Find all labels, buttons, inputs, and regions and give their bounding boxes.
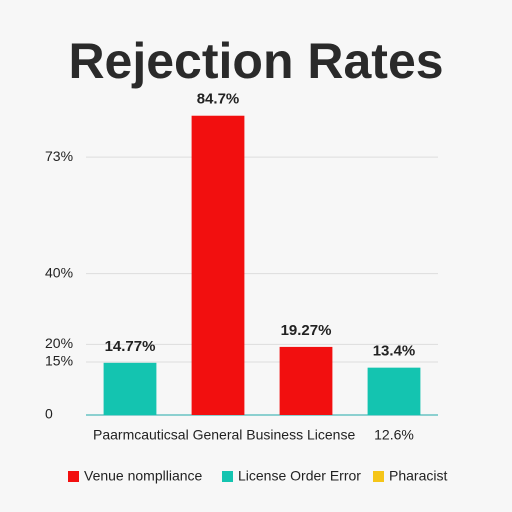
bar (279, 346, 333, 415)
legend-swatch (68, 471, 79, 482)
data-label: 14.77% (105, 338, 156, 355)
bar (191, 115, 245, 415)
data-label: 84.7% (197, 91, 240, 108)
legend-label: Venue nomplliance (84, 468, 203, 484)
y-tick-label: 20% (45, 335, 73, 351)
y-tick-label: 0 (45, 406, 53, 422)
legend-swatch (222, 471, 233, 482)
legend-swatch (373, 471, 384, 482)
x-tick-label: Paarmcauticsal General Business License (93, 427, 355, 443)
chart-title: Rejection Rates (68, 33, 443, 89)
y-tick-label: 40% (45, 264, 73, 280)
bar (367, 367, 421, 415)
legend-label: Pharacist (389, 468, 447, 484)
y-tick-label: 73% (45, 148, 73, 164)
x-tick-label: 12.6% (374, 427, 414, 443)
bar (103, 362, 157, 415)
data-label: 13.4% (373, 343, 416, 360)
legend-label: License Order Error (238, 468, 361, 484)
y-tick-label: 15% (45, 353, 73, 369)
data-label: 19.27% (281, 322, 332, 339)
